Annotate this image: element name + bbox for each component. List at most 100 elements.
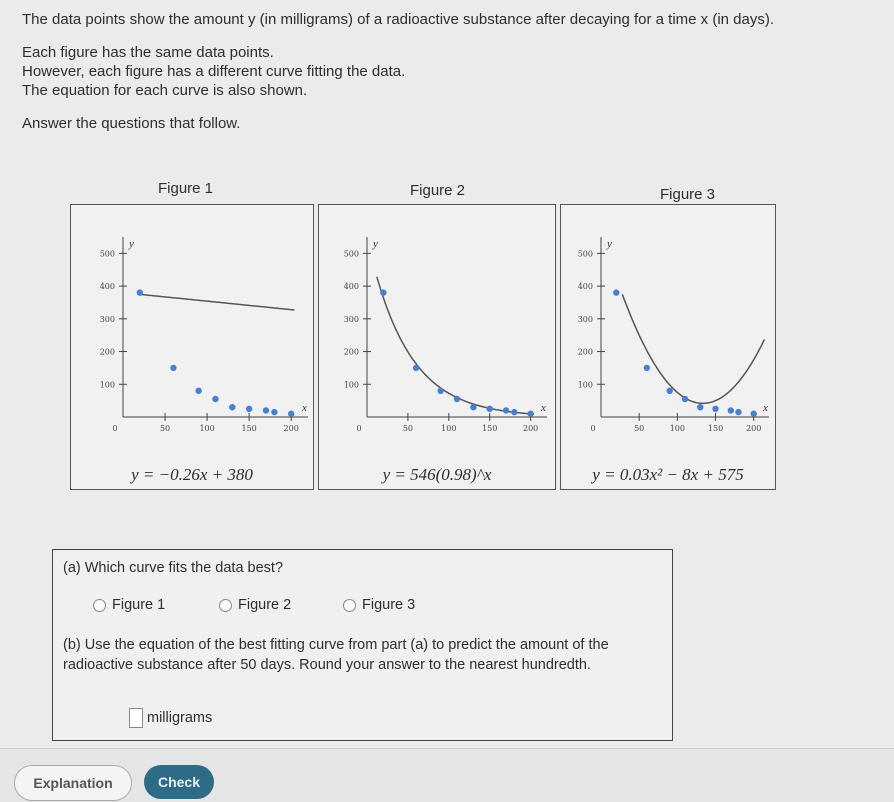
data-point [380, 289, 387, 296]
data-point [437, 387, 444, 395]
fitted-curve [376, 276, 534, 415]
figure-1-panel: y x 100 200 300 400 500 0 50 100 150 200 y = −0.26x… [70, 204, 314, 490]
y-tick-label: 400 [578, 282, 593, 291]
data-point [666, 387, 673, 395]
problem-intro: The data points show the amount y (in mi… [22, 10, 882, 133]
y-tick-label: 100 [344, 380, 359, 389]
intro-line-1: The data points show the amount y (in mi… [22, 11, 775, 28]
data-point [727, 407, 735, 414]
question-b-label: (b) Use the equation of the best fitting… [63, 637, 609, 673]
x-tick-label: 50 [634, 424, 644, 433]
answer-input[interactable] [129, 708, 143, 728]
data-point [470, 403, 477, 411]
data-point [453, 395, 461, 403]
option-figure-1[interactable]: Figure 1 [93, 597, 165, 613]
figure-1-title: Figure 1 [158, 180, 214, 197]
answer-row: milligrams [129, 708, 212, 728]
x-tick-label: 150 [482, 424, 497, 433]
bottom-bar [0, 748, 894, 802]
y-axis-label: y [372, 238, 378, 250]
data-point [287, 410, 295, 417]
y-tick-label: 100 [100, 380, 115, 389]
x-tick-label: 100 [670, 424, 685, 433]
data-point [735, 408, 742, 416]
y-tick-label: 200 [578, 348, 593, 357]
x-tick-label: 100 [441, 424, 456, 433]
x-tick-label: 200 [523, 424, 538, 433]
figure-2-equation: y = 546(0.98)^x [382, 465, 492, 484]
intro-line-2: Each figure has the same data points. [22, 44, 274, 61]
check-button[interactable]: Check [144, 765, 214, 799]
option-label: Figure 3 [362, 597, 416, 613]
y-tick-label: 300 [578, 315, 593, 324]
x-tick-label: 0 [590, 424, 595, 433]
figure-2-chart: y x 100 200 300 400 500 0 50 100 150 200 [344, 237, 547, 433]
figure-1-equation: y = −0.26x + 380 [131, 465, 253, 484]
data-point [681, 395, 689, 403]
data-point [170, 364, 177, 372]
x-tick-label: 50 [403, 424, 413, 433]
y-axis-label: y [128, 238, 134, 250]
figure-2-panel: y x 100 200 300 400 500 0 50 100 150 200 y = 546(0.… [318, 204, 556, 490]
x-tick-label: 50 [160, 424, 170, 433]
y-axis-label: y [606, 238, 612, 250]
y-tick-label: 200 [344, 348, 359, 357]
figure-3-equation: y = 0.03x² − 8x + 575 [592, 465, 744, 484]
intro-line-4: The equation for each curve is also show… [22, 82, 308, 99]
y-tick-label: 400 [100, 282, 115, 291]
option-figure-2[interactable]: Figure 2 [219, 597, 291, 613]
x-tick-label: 0 [112, 424, 117, 433]
radio-icon[interactable] [219, 598, 232, 612]
intro-line-3: However, each figure has a different cur… [22, 63, 406, 80]
x-tick-label: 100 [199, 424, 214, 433]
x-tick-label: 0 [356, 424, 361, 433]
y-tick-label: 200 [100, 348, 115, 357]
option-label: Figure 2 [238, 597, 292, 613]
x-axis-label: x [540, 402, 546, 414]
figure-1-chart: y x 100 200 300 400 500 0 50 100 150 200 [100, 237, 308, 433]
data-point [229, 403, 236, 411]
y-tick-label: 300 [344, 315, 359, 324]
y-tick-label: 500 [578, 249, 593, 258]
figure-3-chart: y x 100 200 300 400 500 0 50 100 150 200 [578, 237, 769, 433]
question-a-label: (a) Which curve fits the data best? [63, 560, 284, 576]
x-axis-label: x [762, 402, 768, 414]
fitted-curve [139, 293, 295, 311]
x-tick-label: 150 [708, 424, 723, 433]
explanation-button[interactable]: Explanation [14, 765, 132, 801]
radio-icon[interactable] [93, 598, 106, 612]
figure-2-title: Figure 2 [410, 182, 466, 199]
data-point [245, 405, 253, 413]
answer-unit: milligrams [147, 710, 213, 726]
y-tick-label: 500 [344, 249, 359, 258]
y-tick-label: 500 [100, 249, 115, 258]
data-point [527, 410, 534, 417]
data-point [412, 364, 420, 372]
x-axis-label: x [301, 402, 307, 414]
intro-line-5: Answer the questions that follow. [22, 115, 241, 132]
x-tick-label: 150 [241, 424, 256, 433]
figure-3-title: Figure 3 [660, 186, 716, 203]
data-point [643, 364, 651, 372]
x-tick-label: 200 [746, 424, 761, 433]
y-tick-label: 100 [578, 380, 593, 389]
figure-3-panel: y x 100 200 300 400 500 0 50 100 150 200 y = 0.03x²… [560, 204, 776, 490]
radio-icon[interactable] [343, 598, 356, 612]
x-tick-label: 200 [284, 424, 299, 433]
data-point [271, 408, 278, 416]
data-point [502, 407, 510, 414]
data-point [262, 407, 270, 414]
y-tick-label: 300 [100, 315, 115, 324]
fitted-curve [621, 294, 766, 405]
data-point [136, 289, 144, 296]
data-point [712, 405, 719, 413]
data-point [212, 395, 219, 403]
y-tick-label: 400 [344, 282, 359, 291]
data-point [750, 410, 757, 417]
data-point [195, 387, 202, 395]
data-point [613, 289, 620, 296]
data-point [697, 403, 704, 411]
option-figure-3[interactable]: Figure 3 [343, 597, 415, 613]
option-label: Figure 1 [112, 597, 166, 613]
question-box: (a) Which curve fits the data best? Figu… [52, 549, 673, 741]
